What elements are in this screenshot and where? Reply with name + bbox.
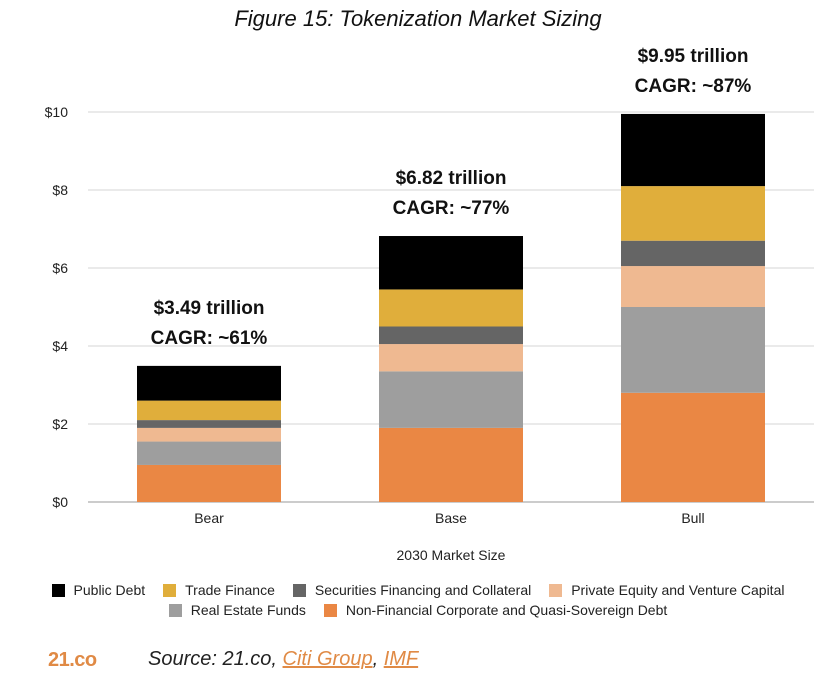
legend-label: Securities Financing and Collateral [314, 582, 532, 598]
bar-segment [137, 365, 281, 401]
stacked-bar-chart: $0 $2 $4 $6 $8 $10 $3.49 trillion CAGR: ~61% Bea… [45, 46, 814, 563]
cagr-label: CAGR: ~61% [151, 328, 268, 349]
bar-segment [137, 427, 281, 442]
bar-segment [621, 186, 765, 241]
y-tick-label: $2 [52, 416, 68, 432]
legend-item: Real Estate Funds [168, 602, 306, 618]
source-prefix: Source: 21.co, [148, 648, 283, 670]
bar-segment [379, 236, 523, 290]
bar-segment [379, 371, 523, 428]
legend-swatch [163, 583, 177, 597]
bar-segment [137, 441, 281, 465]
bar-segment [379, 326, 523, 345]
x-tick-label: Bear [194, 510, 224, 526]
legend-item: Securities Financing and Collateral [292, 582, 532, 598]
citi-group-link[interactable]: Citi Group [282, 648, 373, 670]
brand-logo: 21.co [48, 649, 97, 671]
x-tick-label: Base [435, 510, 467, 526]
legend-label: Non-Financial Corporate and Quasi-Sovere… [345, 602, 668, 618]
legend-row-2: Real Estate Funds Non-Financial Corporate… [0, 600, 836, 620]
bar-segment [137, 464, 281, 502]
bar-segment [379, 344, 523, 372]
y-tick-label: $4 [52, 338, 68, 354]
y-tick-label: $8 [52, 182, 68, 198]
legend-row-1: Public Debt Trade Finance Securities Finan… [0, 580, 836, 600]
footer: 21.co Source: 21.co, Citi Group, IMF [0, 646, 836, 676]
source-note: Source: 21.co, Citi Group, IMF [148, 648, 418, 671]
legend-item: Public Debt [51, 582, 146, 598]
cagr-label: CAGR: ~77% [393, 198, 510, 219]
legend-item: Private Equity and Venture Capital [549, 582, 784, 598]
legend-label: Private Equity and Venture Capital [571, 582, 785, 598]
legend-item: Non-Financial Corporate and Quasi-Sovere… [323, 602, 668, 618]
legend-swatch [292, 583, 306, 597]
imf-link[interactable]: IMF [383, 648, 419, 670]
bar-segment [379, 427, 523, 502]
y-tick-label: $0 [52, 494, 68, 510]
total-amount-label: $3.49 trillion [154, 298, 265, 319]
legend-swatch [323, 603, 337, 617]
bar-segment [137, 420, 281, 428]
legend-swatch [549, 583, 563, 597]
bar-segment [137, 400, 281, 421]
x-axis-title: 2030 Market Size [397, 547, 506, 563]
legend-swatch [51, 583, 65, 597]
y-tick-label: $6 [52, 260, 68, 276]
y-tick-label: $10 [45, 104, 69, 120]
total-amount-label: $9.95 trillion [638, 46, 749, 67]
bar-segment [379, 289, 523, 327]
x-tick-label: Bull [681, 510, 704, 526]
bar-segment [621, 307, 765, 393]
legend-label: Public Debt [73, 582, 146, 598]
chart-legend: Public Debt Trade Finance Securities Finan… [0, 580, 836, 620]
legend-label: Real Estate Funds [190, 602, 306, 618]
source-separator: , [372, 648, 384, 670]
legend-label: Trade Finance [185, 582, 275, 598]
cagr-label: CAGR: ~87% [635, 76, 752, 97]
legend-swatch [168, 603, 182, 617]
bar-segment [621, 266, 765, 307]
bar-segment [621, 113, 765, 187]
legend-item: Trade Finance [163, 582, 275, 598]
total-amount-label: $6.82 trillion [396, 168, 507, 189]
bar-segment [621, 392, 765, 502]
bar-segment [621, 240, 765, 267]
figure-title: Figure 15: Tokenization Market Sizing [234, 6, 602, 31]
